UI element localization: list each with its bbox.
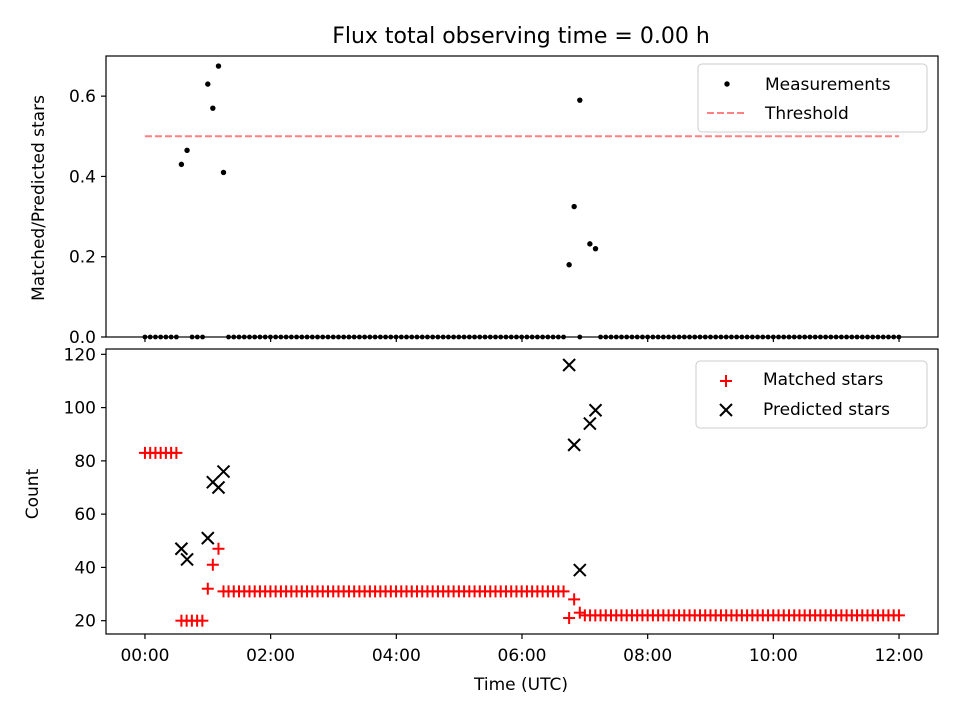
matched-star-point xyxy=(206,558,219,571)
measurement-point xyxy=(184,147,190,154)
bottom-y-tick-label: 120 xyxy=(64,345,96,365)
predicted-star-point xyxy=(201,531,215,545)
bottom-x-tick-label: 02:00 xyxy=(246,646,295,666)
measurement-point xyxy=(215,63,222,69)
top-y-axis-label: Matched/Predicted stars xyxy=(29,95,49,301)
top-legend: Measurements Threshold xyxy=(697,63,928,133)
bottom-legend-box xyxy=(695,360,928,429)
predicted-star-point xyxy=(174,542,189,556)
legend-predicted-marker xyxy=(719,403,733,417)
measurement-point xyxy=(571,203,577,210)
bottom-y-ticks: 20 40 60 80 100 120 xyxy=(64,345,106,632)
bottom-x-ticks: 00:00 02:00 04:00 06:00 08:00 10:00 12:00 xyxy=(120,634,924,666)
legend-matched-marker xyxy=(720,375,732,387)
measurement-point xyxy=(577,97,583,103)
predicted-star-point xyxy=(573,563,587,577)
measurement-point xyxy=(210,105,216,111)
legend-threshold-label: Threshold xyxy=(764,104,849,124)
predicted-star-point xyxy=(211,480,226,495)
top-y-ticks: 0.0 0.2 0.4 0.6 xyxy=(69,87,106,348)
legend-measurements-marker xyxy=(724,81,730,87)
legend-predicted-label: Predicted stars xyxy=(763,400,890,420)
bottom-y-tick-label: 100 xyxy=(64,399,96,419)
bottom-x-tick-label: 10:00 xyxy=(749,646,798,666)
matched-star-point xyxy=(201,582,214,595)
x-axis-label: Time (UTC) xyxy=(473,675,568,695)
top-panel: Matched/Predicted stars 0.0 0.2 0.4 0.6 Mea… xyxy=(29,55,939,348)
matched-star-point xyxy=(212,542,225,555)
bottom-x-tick-label: 12:00 xyxy=(875,646,924,666)
legend-matched-label: Matched stars xyxy=(763,370,883,390)
bottom-plot-frame xyxy=(105,348,939,635)
top-y-tick-label: 0.6 xyxy=(69,87,96,107)
measurement-point xyxy=(592,245,599,252)
matched-star-point xyxy=(170,446,183,459)
predicted-star-point xyxy=(216,464,231,479)
matched-star-point xyxy=(563,612,576,625)
matched-star-point xyxy=(573,606,586,619)
bottom-y-tick-label: 60 xyxy=(74,505,96,525)
measurement-point xyxy=(587,241,593,247)
matched-star-point xyxy=(196,614,209,627)
matched-star-point xyxy=(892,609,905,622)
measurement-point xyxy=(220,169,227,176)
predicted-star-point xyxy=(562,358,576,372)
bottom-x-tick-label: 08:00 xyxy=(623,646,672,666)
bottom-y-tick-label: 40 xyxy=(74,558,96,578)
top-y-tick-label: 0.2 xyxy=(69,248,96,268)
bottom-y-tick-label: 20 xyxy=(74,612,96,632)
bottom-x-tick-label: 00:00 xyxy=(120,646,169,666)
top-y-tick-label: 0.4 xyxy=(69,167,96,187)
predicted-stars-points xyxy=(174,358,603,577)
bottom-x-tick-label: 06:00 xyxy=(498,646,547,666)
top-y-tick-label: 0.0 xyxy=(69,328,96,348)
measurement-point xyxy=(178,161,185,168)
matched-star-point xyxy=(568,593,581,606)
bottom-y-tick-label: 80 xyxy=(74,452,96,472)
bottom-y-axis-label: Count xyxy=(23,468,43,519)
measurement-point xyxy=(205,81,211,87)
figure-title: Flux total observing time = 0.00 h xyxy=(332,24,710,49)
predicted-star-point xyxy=(588,403,603,417)
measurement-point xyxy=(566,262,572,268)
top-legend-box xyxy=(697,63,928,133)
predicted-star-point xyxy=(583,416,597,431)
predicted-star-point xyxy=(567,438,581,452)
bottom-panel: Count Time (UTC) 20 40 60 80 100 120 00:00 02:… xyxy=(23,345,939,695)
legend-measurements-label: Measurements xyxy=(765,75,891,95)
matched-star-point xyxy=(557,585,570,598)
matched-stars-points xyxy=(138,446,905,627)
matched-star-point xyxy=(217,585,230,598)
bottom-legend: Matched stars Predicted stars xyxy=(695,360,928,429)
top-plot-frame xyxy=(105,55,939,338)
predicted-star-point xyxy=(180,552,194,567)
bottom-x-tick-label: 04:00 xyxy=(372,646,421,666)
